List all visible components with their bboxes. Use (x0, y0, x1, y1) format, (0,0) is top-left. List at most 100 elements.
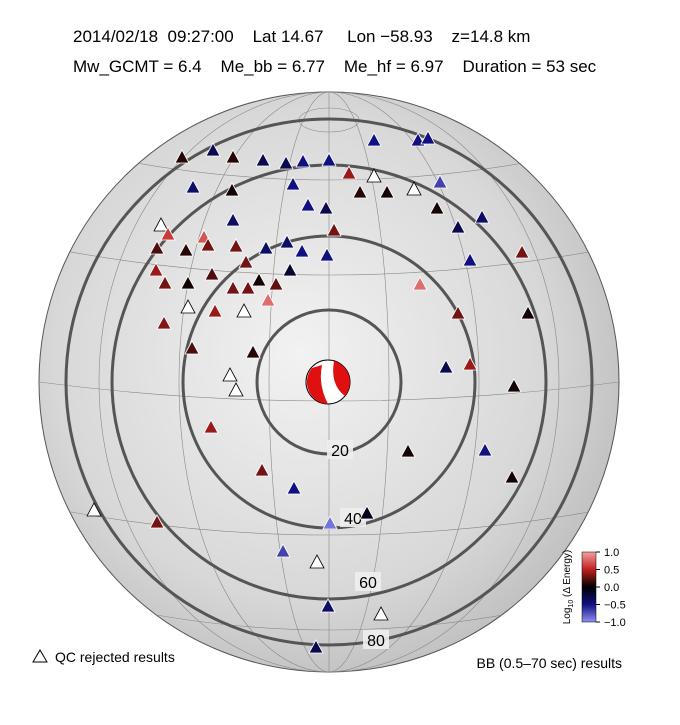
station (180, 275, 196, 290)
station (224, 182, 240, 197)
station (438, 359, 454, 374)
station (366, 132, 382, 147)
station (149, 240, 165, 255)
beachball (305, 359, 351, 405)
rejected-station (406, 181, 422, 196)
station (260, 292, 276, 307)
rejected-station (180, 299, 196, 314)
station (514, 244, 530, 259)
colorbar-tick-label: −0.5 (604, 600, 626, 612)
ring-label-bg (363, 630, 389, 649)
station (174, 149, 190, 164)
station (462, 252, 478, 267)
station (157, 275, 173, 290)
colorbar-label-main: Log (562, 608, 573, 625)
rejected-station (153, 217, 169, 232)
station (450, 305, 466, 320)
station (205, 142, 221, 157)
station (504, 469, 520, 484)
ring-label: 20 (331, 443, 349, 460)
rejected-station (366, 168, 382, 183)
colorbar-tick-label: 0.5 (604, 565, 619, 577)
station (318, 200, 334, 215)
colorbar (581, 551, 597, 623)
station (352, 184, 368, 199)
colorbar-label-sub: 10 (568, 600, 575, 608)
station (322, 515, 338, 530)
station (228, 238, 244, 253)
station (278, 155, 294, 170)
station (379, 184, 395, 199)
ring-label-bg (340, 508, 366, 527)
station (251, 272, 267, 287)
rejected-station (373, 606, 389, 621)
station (245, 344, 261, 359)
header-line2: Mw_GCMT = 6.4 Me_bb = 6.77 Me_hf = 6.97 … (73, 57, 597, 76)
station (320, 598, 336, 613)
station (225, 149, 241, 164)
station (268, 276, 284, 291)
station (204, 266, 220, 281)
colorbar-label: Log10 (Δ Energy) (562, 550, 575, 625)
station (420, 130, 436, 145)
station (149, 514, 165, 529)
station (506, 378, 522, 393)
legend-triangle (32, 649, 48, 663)
rejected-station (309, 554, 325, 569)
station (282, 262, 298, 277)
legend-rejected: QC rejected results (55, 649, 175, 665)
station (321, 152, 337, 167)
station (319, 247, 335, 262)
distance-ring (64, 117, 594, 647)
colorbar-tick-label: 1.0 (604, 547, 619, 559)
station (462, 356, 478, 371)
station (275, 543, 291, 558)
station (279, 234, 295, 249)
station (225, 280, 241, 295)
station (300, 197, 316, 212)
station (207, 303, 223, 318)
station (255, 152, 271, 167)
rejected-station (228, 382, 244, 397)
station (200, 237, 216, 252)
station (429, 200, 445, 215)
station (412, 276, 428, 291)
station (285, 176, 301, 191)
ring-label-bg (355, 572, 381, 591)
station (184, 340, 200, 355)
station (326, 222, 342, 237)
station (203, 419, 219, 434)
colorbar-label-rest: (Δ Energy) (562, 550, 573, 600)
station (258, 240, 274, 255)
ring-label-bg (327, 440, 353, 459)
station (254, 462, 270, 477)
colorbar-tick-label: 0.0 (604, 582, 619, 594)
station (432, 174, 448, 189)
station (295, 153, 311, 168)
station (160, 226, 176, 241)
station (308, 639, 324, 654)
station (238, 254, 254, 269)
rejected-station (236, 303, 252, 318)
header-line1: 2014/02/18 09:27:00 Lat 14.67 Lon −58.93… (73, 27, 530, 46)
station (400, 443, 416, 458)
station (520, 305, 536, 320)
rejected-station (86, 502, 102, 517)
station (286, 480, 302, 495)
station (294, 243, 310, 258)
station (185, 179, 201, 194)
ring-label: 40 (344, 511, 362, 528)
station (148, 262, 164, 277)
station (359, 505, 375, 520)
station (156, 315, 172, 330)
legend-bb: BB (0.5–70 sec) results (476, 655, 622, 671)
station (225, 212, 241, 227)
rejected-station (222, 367, 238, 382)
station (178, 242, 194, 257)
station (450, 219, 466, 234)
station (477, 442, 493, 457)
ring-label: 80 (367, 633, 385, 650)
colorbar-tick-label: −1.0 (604, 617, 626, 629)
station (341, 165, 357, 180)
